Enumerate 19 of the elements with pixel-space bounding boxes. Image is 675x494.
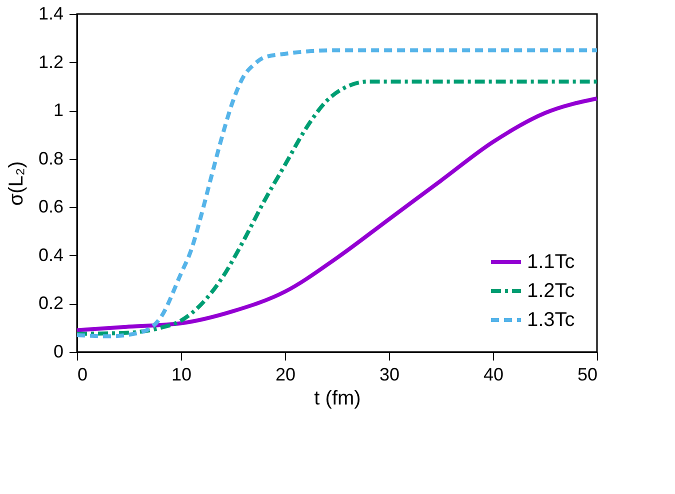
y-tick-label: 0.6 <box>38 196 64 217</box>
legend-label: 1.3Tc <box>527 309 575 331</box>
y-axis-title: σ(L₂) <box>5 161 28 206</box>
y-tick-label: 1.4 <box>38 4 64 24</box>
x-tick-label: 20 <box>275 364 296 384</box>
y-tick-label: 0.8 <box>38 148 64 168</box>
x-tick-label: 50 <box>577 364 598 384</box>
y-tick-label: 0.4 <box>38 244 64 265</box>
y-tick-label: 1 <box>53 100 64 120</box>
y-tick-label: 0.2 <box>38 293 64 314</box>
x-tick-label: 0 <box>78 364 88 384</box>
y-tick-label: 0 <box>53 342 64 362</box>
y-tick-label: 1.2 <box>38 52 64 72</box>
x-tick-label: 10 <box>171 364 192 384</box>
x-axis-title: t (fm) <box>314 388 361 410</box>
legend-label: 1.1Tc <box>527 251 575 273</box>
x-tick-label: 30 <box>379 364 400 384</box>
legend-label: 1.2Tc <box>527 280 575 302</box>
x-tick-label: 40 <box>483 364 504 384</box>
